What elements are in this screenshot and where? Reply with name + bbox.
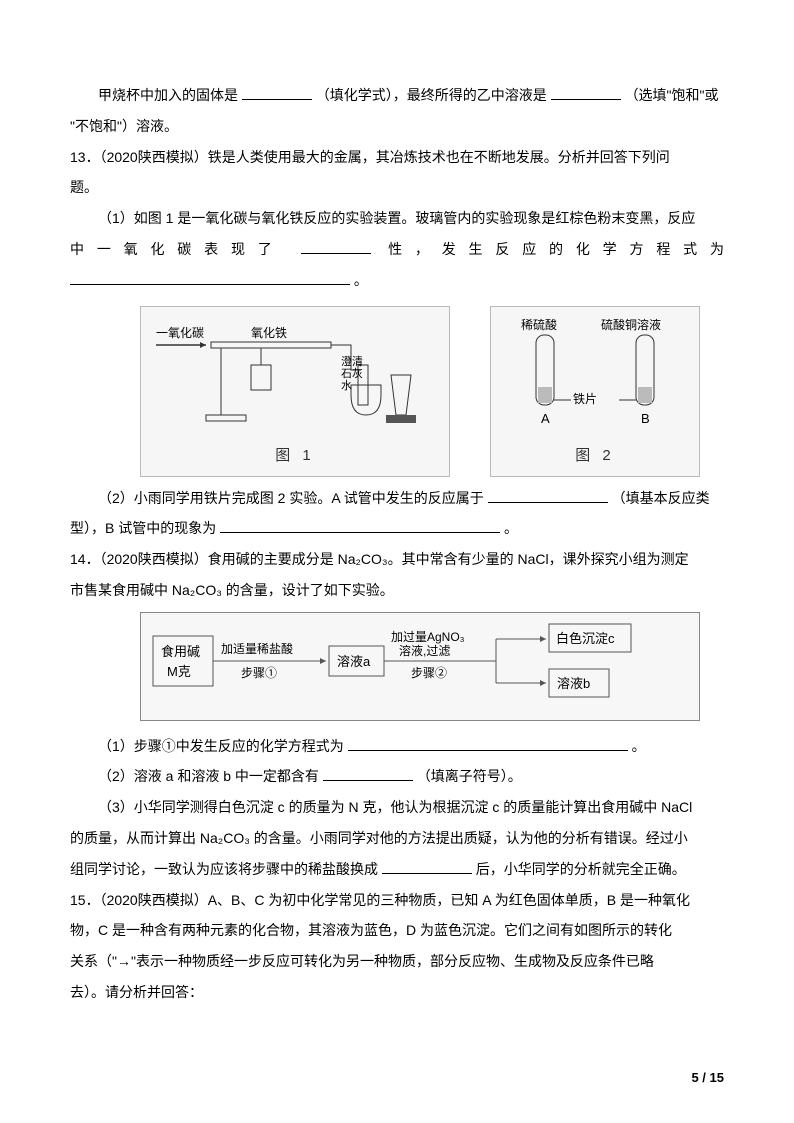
figure-2-svg: 稀硫酸 硫酸铜溶液 A B 铁片 — [501, 315, 691, 435]
q13-p2c-row: 型），B 试管中的现象为 。 — [70, 513, 724, 544]
flow-diagram: 食用碱 M克 加适量稀盐酸 步骤① 溶液a 加过量AgNO₃ 溶液,过滤 步骤②… — [140, 612, 700, 721]
figure-row: 一氧化碳 氧化铁 澄清 石灰 水 — [140, 306, 724, 477]
q15-header: 15．（2020陕西模拟）A、B、C 为初中化学常见的三种物质，已知 A 为红色… — [70, 885, 724, 916]
q13-p1d: 。 — [354, 272, 368, 288]
figure-1-svg: 一氧化碳 氧化铁 澄清 石灰 水 — [151, 315, 441, 435]
svg-text:溶液a: 溶液a — [337, 654, 371, 669]
q12-l1-b: （填化学式），最终所得的乙中溶液是 — [316, 87, 547, 103]
q13-p2b: （填基本反应类 — [612, 490, 710, 506]
page-content: 甲烧杯中加入的固体是 （填化学式），最终所得的乙中溶液是 （选填"饱和"或 "不… — [70, 80, 724, 1008]
svg-text:溶液,过滤: 溶液,过滤 — [399, 643, 450, 658]
page-sep: / — [699, 1070, 710, 1085]
q13-p1b: 中一氧化碳表现了 — [70, 241, 285, 257]
svg-text:白色沉淀c: 白色沉淀c — [556, 631, 615, 646]
q14-header: 14．（2020陕西模拟）食用碱的主要成分是 Na₂CO₃。其中常含有少量的 N… — [70, 544, 724, 575]
q14-p3b: 的质量，从而计算出 Na₂CO₃ 的含量。小雨同学对他的方法提出质疑，认为他的分… — [70, 823, 724, 854]
svg-text:加过量AgNO₃: 加过量AgNO₃ — [391, 630, 465, 644]
svg-text:铁片: 铁片 — [573, 392, 597, 406]
svg-text:步骤②: 步骤② — [411, 666, 447, 680]
flow-svg: 食用碱 M克 加适量稀盐酸 步骤① 溶液a 加过量AgNO₃ 溶液,过滤 步骤②… — [151, 621, 691, 701]
q14-p3a: （3）小华同学测得白色沉淀 c 的质量为 N 克，他认为根据沉淀 c 的质量能计… — [70, 792, 724, 823]
blank-q13-2 — [70, 268, 350, 285]
figure-1: 一氧化碳 氧化铁 澄清 石灰 水 — [140, 306, 450, 477]
q14-p1-row: （1）步骤①中发生反应的化学方程式为 。 — [70, 731, 724, 762]
q13-header2: 题。 — [70, 172, 724, 203]
q14-p1: （1）步骤①中发生反应的化学方程式为 — [98, 738, 344, 754]
q14-p3-row: 组同学讨论，一致认为应该将步骤中的稀盐酸换成 后，小华同学的分析就完全正确。 — [70, 854, 724, 885]
svg-text:氧化铁: 氧化铁 — [251, 326, 287, 340]
q14-p1e: 。 — [632, 738, 646, 754]
svg-text:步骤①: 步骤① — [241, 666, 277, 680]
q13-p2c: 型），B 试管中的现象为 — [70, 520, 216, 536]
svg-text:食用碱: 食用碱 — [161, 644, 200, 659]
q13-p1a: （1）如图 1 是一氧化碳与氧化铁反应的实验装置。玻璃管内的实验现象是红棕色粉末… — [70, 203, 724, 234]
q13-p1c: 性，发生反应的化学方程式为 — [388, 241, 724, 257]
fig2-caption: 图 2 — [501, 439, 689, 472]
blank-q14-3 — [382, 857, 472, 874]
q13-header: 13．（2020陕西模拟）铁是人类使用最大的金属，其冶炼技术也在不断地发展。分析… — [70, 142, 724, 173]
q12-l1-c: （选填"饱和"或 — [625, 87, 719, 103]
svg-text:加适量稀盐酸: 加适量稀盐酸 — [221, 641, 293, 656]
q13-p2d: 。 — [504, 520, 518, 536]
blank-q13-3 — [488, 486, 608, 503]
svg-text:石灰: 石灰 — [341, 366, 363, 380]
blank-q13-1 — [301, 237, 371, 254]
q14-header2: 市售某食用碱中 Na₂CO₃ 的含量，设计了如下实验。 — [70, 575, 724, 606]
svg-text:一氧化碳: 一氧化碳 — [156, 326, 204, 340]
svg-text:水: 水 — [341, 379, 352, 392]
q15-l2: 物，C 是一种含有两种元素的化合物，其溶液为蓝色，D 为蓝色沉淀。它们之间有如图… — [70, 915, 724, 946]
q12-l1-a: 甲烧杯中加入的固体是 — [98, 87, 238, 103]
q14-p3d: 后，小华同学的分析就完全正确。 — [476, 861, 686, 877]
blank-q12-2 — [551, 83, 621, 100]
figure-2: 稀硫酸 硫酸铜溶液 A B 铁片 图 2 — [490, 306, 700, 477]
page-number: 5 / 15 — [691, 1064, 724, 1093]
q15-l3: 关系（"→"表示一种物质经一步反应可转化为另一种物质，部分反应物、生成物及反应条… — [70, 946, 724, 977]
blank-q14-1 — [348, 734, 628, 751]
svg-text:M克: M克 — [167, 664, 191, 679]
q12-line1: 甲烧杯中加入的固体是 （填化学式），最终所得的乙中溶液是 （选填"饱和"或 — [70, 80, 724, 111]
svg-text:A: A — [541, 411, 550, 426]
page-current: 5 — [691, 1070, 698, 1085]
blank-q12-1 — [242, 83, 312, 100]
q14-p2-row: （2）溶液 a 和溶液 b 中一定都含有 （填离子符号）。 — [70, 761, 724, 792]
blank-q14-2 — [323, 765, 413, 782]
svg-text:稀硫酸: 稀硫酸 — [521, 317, 557, 332]
q12-line2: "不饱和"）溶液。 — [70, 111, 724, 142]
svg-text:澄清: 澄清 — [341, 354, 363, 368]
svg-text:B: B — [641, 411, 650, 426]
page-total: 15 — [710, 1070, 724, 1085]
blank-q13-4 — [220, 517, 500, 534]
q13-p2a: （2）小雨同学用铁片完成图 2 实验。A 试管中发生的反应属于 — [98, 490, 484, 506]
q13-p1b-row: 中一氧化碳表现了 性，发生反应的化学方程式为 。 — [70, 234, 724, 296]
q14-p3c: 组同学讨论，一致认为应该将步骤中的稀盐酸换成 — [70, 861, 378, 877]
q14-p2b: （填离子符号）。 — [417, 768, 522, 784]
svg-text:硫酸铜溶液: 硫酸铜溶液 — [601, 317, 661, 332]
svg-text:溶液b: 溶液b — [557, 676, 590, 691]
q14-p2a: （2）溶液 a 和溶液 b 中一定都含有 — [98, 768, 319, 784]
q13-p2-row: （2）小雨同学用铁片完成图 2 实验。A 试管中发生的反应属于 （填基本反应类 — [70, 483, 724, 514]
q15-l4: 去）。请分析并回答： — [70, 977, 724, 1008]
fig1-caption: 图 1 — [151, 439, 439, 472]
